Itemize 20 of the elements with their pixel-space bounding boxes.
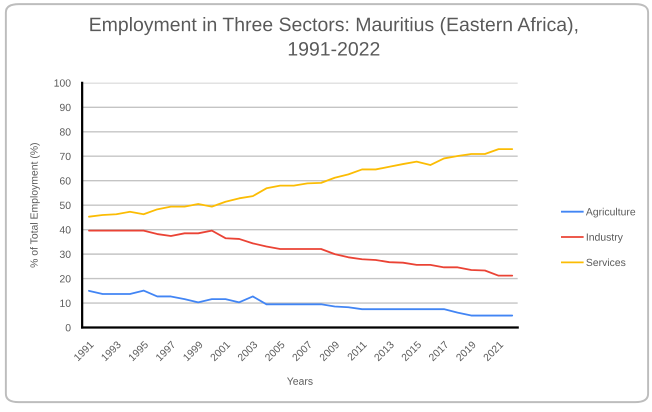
y-tick-label: 50 xyxy=(60,202,71,210)
y-tick-label: 0 xyxy=(66,324,71,332)
y-tick-label: 70 xyxy=(60,152,71,160)
y-axis-title: % of Total Employment (%) xyxy=(30,143,40,268)
legend-label: Services xyxy=(586,258,626,266)
y-tick-label: 40 xyxy=(60,226,71,234)
chart-title: Employment in Three Sectors: Mauritius (Eastern Africa), 1991-2022 xyxy=(90,17,578,56)
legend-label: Agriculture xyxy=(586,208,636,218)
line-series xyxy=(88,290,514,316)
y-tick-label: 60 xyxy=(60,177,71,185)
line-series xyxy=(88,230,514,277)
y-tick-label: 100 xyxy=(54,79,71,87)
legend-label: Industry xyxy=(586,233,623,243)
line-series xyxy=(88,148,514,218)
y-tick-label: 80 xyxy=(60,128,71,136)
y-tick-label: 30 xyxy=(60,250,71,258)
y-tick-label: 10 xyxy=(60,300,71,307)
x-axis-title: Years xyxy=(287,378,313,385)
y-tick-label: 90 xyxy=(60,104,71,112)
y-tick-label: 20 xyxy=(60,275,71,282)
